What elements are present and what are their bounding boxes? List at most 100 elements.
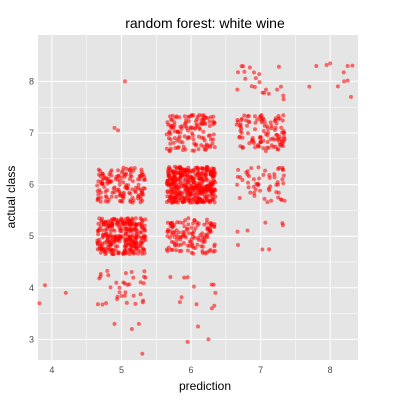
data-point [247,65,252,70]
data-point [203,121,208,126]
data-point [197,172,202,177]
data-point [103,252,108,256]
data-point [141,247,146,252]
data-point [103,228,108,233]
data-point [236,243,240,247]
data-point [274,190,279,195]
data-point [63,290,68,295]
data-point [194,200,199,204]
data-point [131,275,136,280]
data-point [95,247,100,252]
data-point [280,118,285,123]
data-point [212,145,217,150]
data-point [130,195,135,200]
data-point [199,190,204,195]
data-point [119,226,124,231]
data-point [256,165,261,170]
data-point [262,123,267,128]
data-point [121,180,126,185]
data-point [194,302,199,307]
data-point [169,239,174,244]
data-point [195,242,200,247]
data-point [255,117,260,122]
data-point [175,220,180,225]
data-point [104,239,109,244]
data-point [252,70,256,75]
data-point [175,237,179,242]
data-point [164,200,169,204]
data-point [200,249,205,254]
data-point [117,182,122,187]
data-point [282,198,287,203]
data-point [188,168,193,173]
data-point [136,182,141,187]
data-point [124,166,129,171]
data-point [122,251,127,256]
data-point [257,72,262,77]
data-point [178,166,183,171]
data-point [122,293,127,298]
data-point [173,115,178,120]
data-point [192,229,196,234]
data-point [169,117,174,122]
data-point [181,241,186,245]
data-point [341,70,346,75]
data-point [208,144,213,149]
data-point [109,235,114,240]
data-point [115,188,120,193]
data-point [138,216,143,221]
data-point [281,134,286,139]
data-point [253,145,258,150]
data-point [245,123,249,128]
data-point [178,190,183,195]
data-point [98,250,103,255]
data-point [258,135,263,140]
y-tick-label: 5 [29,231,34,241]
data-point [205,145,210,150]
data-point [171,125,176,130]
data-point [110,223,115,228]
data-point [170,189,175,194]
data-point [188,179,193,184]
data-point [131,251,136,256]
data-point [265,133,270,138]
data-point [104,231,108,236]
data-point [127,223,132,228]
data-point [119,294,124,298]
data-point [328,61,333,66]
data-point [237,196,242,200]
data-point [193,143,198,148]
data-point [177,300,182,305]
data-point [102,222,107,227]
data-point [265,126,270,131]
data-point [135,228,140,233]
data-point [249,139,254,144]
data-point [183,147,188,152]
data-point [114,194,119,199]
x-tick-label: 6 [189,365,194,375]
data-point [197,113,202,117]
data-point [109,168,114,173]
data-point [189,225,194,230]
data-point [116,251,121,256]
data-point [267,188,272,193]
data-point [176,243,181,248]
data-point [133,247,138,252]
data-point [203,195,208,200]
data-point [175,145,180,150]
data-point [264,87,268,92]
data-point [177,249,182,253]
data-point [103,189,108,194]
data-point [236,167,241,172]
data-point [183,176,188,181]
data-point [193,185,198,190]
data-point [280,221,285,226]
data-point [167,173,172,178]
data-point [211,282,216,287]
data-point [211,132,216,137]
y-tick-label: 8 [29,76,34,86]
data-point [140,190,145,195]
data-point [142,186,147,191]
data-point [235,174,240,179]
data-point [239,126,244,131]
